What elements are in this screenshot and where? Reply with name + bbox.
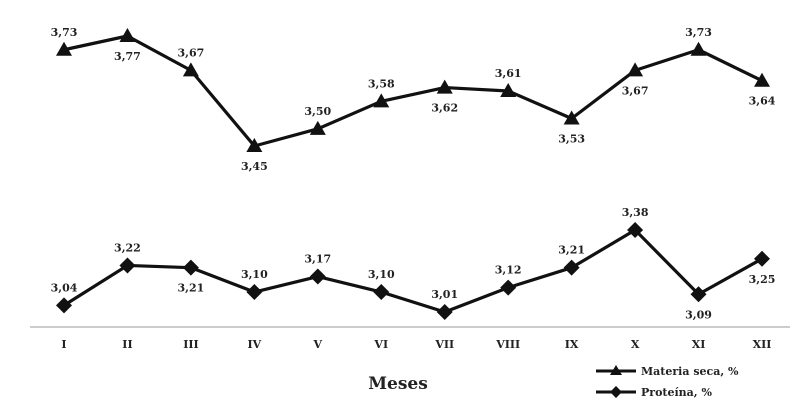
series-2-point-4	[246, 284, 263, 301]
series-1-data-label-11: 3,73	[685, 26, 712, 39]
legend-label-proteina: Proteína, %	[641, 386, 712, 399]
series-1-point-1	[56, 41, 72, 56]
x-axis-tick-labels: I II III IV V VI VII VIII IX X XI XII	[61, 338, 771, 351]
series-2-data-label-4: 3,10	[241, 268, 268, 281]
x-tick-label-10: X	[631, 338, 640, 351]
x-tick-label-4: IV	[248, 338, 262, 351]
x-tick-label-7: VII	[434, 338, 454, 351]
series-2-data-label-2: 3,22	[114, 241, 141, 254]
series-1-data-label-10: 3,67	[622, 84, 649, 97]
series-1-data-label-4: 3,45	[241, 160, 268, 173]
series-1-data-label-5: 3,50	[304, 105, 331, 118]
series-1-point-10	[627, 62, 644, 77]
series-2-data-label-5: 3,17	[304, 253, 331, 266]
series-1-point-4	[246, 138, 263, 152]
series-2-data-label-1: 3,04	[51, 281, 78, 294]
series-2-data-label-3: 3,21	[178, 282, 205, 295]
series-2-point-9	[563, 259, 580, 276]
series-2-point-7	[436, 304, 453, 320]
legend-diamond-marker	[610, 386, 622, 398]
series-2-point-2	[119, 257, 136, 274]
series-1-data-label-2: 3,77	[114, 50, 141, 63]
legend: Materia seca, % Proteína, %	[596, 365, 739, 399]
x-tick-label-11: XI	[692, 338, 706, 351]
legend-label-materia-seca: Materia seca, %	[641, 365, 739, 378]
legend-triangle-marker	[610, 365, 622, 375]
series-2-point-3	[182, 259, 199, 276]
series-1-point-8	[500, 83, 517, 97]
series-1-point-5	[309, 120, 326, 135]
series-2-data-label-12: 3,25	[749, 273, 776, 286]
series-2-point-8	[500, 279, 517, 296]
series-2-point-6	[373, 284, 390, 301]
legend-entry-proteina: Proteína, %	[596, 386, 712, 399]
series-2-data-label-10: 3,38	[622, 206, 649, 219]
series-1-line	[63, 34, 763, 148]
series-2-point-11	[690, 286, 707, 303]
series-2-data-label-7: 3,01	[431, 288, 458, 301]
series-2-data-label-8: 3,12	[495, 264, 522, 277]
series-1-data-label-12: 3,64	[749, 95, 776, 108]
x-tick-label-2: II	[122, 338, 132, 351]
legend-entry-materia-seca: Materia seca, %	[596, 365, 739, 378]
series-1-point-2	[119, 28, 136, 42]
series-2-point-12	[754, 250, 770, 267]
series-2-point-1	[56, 297, 72, 314]
series-1-data-label-1: 3,73	[51, 26, 78, 39]
series-2: 3,04 3,22 3,21 3,10 3,17 3,10 3,01 3,12 3,21 3,38…	[51, 206, 776, 321]
series-1-point-3	[182, 62, 199, 77]
series-1-point-6	[373, 93, 390, 108]
series-2-data-label-9: 3,21	[558, 244, 585, 257]
x-tick-label-8: VIII	[495, 338, 520, 351]
series-2-point-5	[309, 268, 326, 285]
series-1-data-label-6: 3,58	[368, 77, 395, 90]
x-tick-label-9: IX	[565, 338, 579, 351]
series-1-point-7	[436, 79, 453, 94]
x-tick-label-3: III	[183, 338, 198, 351]
series-layer: 3,73 3,77 3,67 3,45 3,50 3,58 3,62 3,61 3,53 3,67…	[51, 26, 776, 322]
x-axis-title: Meses	[368, 374, 428, 394]
x-tick-label-12: XII	[753, 338, 772, 351]
series-2-data-label-11: 3,09	[685, 308, 712, 321]
x-tick-label-6: VI	[373, 338, 388, 351]
x-tick-label-5: V	[313, 338, 323, 351]
series-1-point-11	[690, 41, 707, 56]
series-2-point-10	[627, 222, 644, 238]
series-1-point-9	[563, 110, 580, 125]
series-1-data-label-7: 3,62	[431, 102, 458, 115]
series-1: 3,73 3,77 3,67 3,45 3,50 3,58 3,62 3,61 3,53 3,67…	[51, 26, 776, 173]
series-2-line	[63, 228, 763, 314]
series-1-data-label-9: 3,53	[558, 133, 585, 146]
series-1-data-label-3: 3,67	[178, 46, 205, 59]
series-1-data-label-8: 3,61	[495, 67, 522, 80]
x-tick-label-1: I	[61, 338, 66, 351]
series-1-point-12	[754, 72, 770, 87]
series-2-data-label-6: 3,10	[368, 268, 395, 281]
